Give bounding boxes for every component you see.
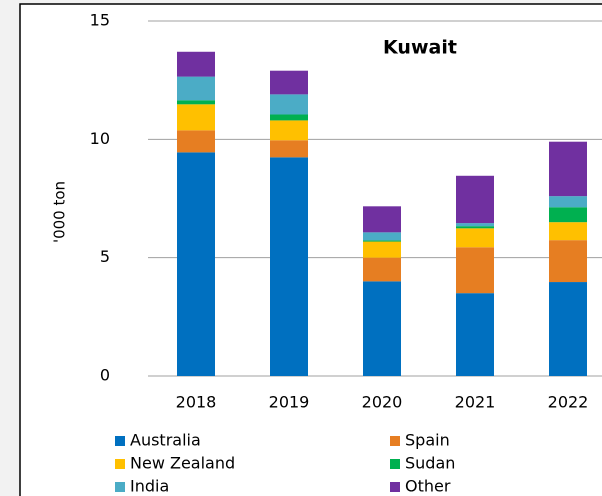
y-axis-label: '000 ton	[51, 181, 69, 243]
bar-segment	[270, 70, 308, 95]
legend-label: Spain	[405, 431, 450, 450]
bar-segment	[363, 257, 401, 282]
bar-segment	[177, 51, 215, 77]
bar-segment	[363, 240, 401, 242]
legend-swatch	[390, 436, 400, 446]
bar-segment	[549, 282, 587, 376]
x-tick-label: 2022	[548, 393, 589, 412]
bar-segment	[177, 104, 215, 131]
y-tick-label: 5	[100, 247, 110, 266]
legend-swatch	[390, 482, 400, 492]
legend-label: New Zealand	[130, 454, 235, 473]
bar-segment	[549, 141, 587, 197]
x-tick-label: 2019	[269, 393, 310, 412]
x-tick-label: 2020	[362, 393, 403, 412]
y-tick-label: 15	[90, 11, 110, 30]
legend-label: Sudan	[405, 454, 455, 473]
x-tick-label: 2018	[176, 393, 217, 412]
legend-label: Australia	[130, 431, 201, 450]
bar-segment	[363, 241, 401, 258]
bar-segment	[270, 94, 308, 115]
bar-segment	[270, 120, 308, 141]
bar-segment	[549, 207, 587, 223]
bar-segment	[549, 240, 587, 283]
bar-segment	[363, 206, 401, 233]
bar-segment	[456, 226, 494, 229]
bar-segment	[270, 140, 308, 158]
bar-segment	[177, 100, 215, 105]
chart-frame	[19, 3, 602, 496]
bar-segment	[363, 232, 401, 241]
y-tick-label: 0	[100, 366, 110, 385]
bar-segment	[456, 228, 494, 248]
bar-segment	[456, 223, 494, 227]
bar-segment	[456, 247, 494, 294]
legend-swatch	[115, 482, 125, 492]
legend-label: Other	[405, 477, 451, 496]
y-tick-label: 10	[90, 129, 110, 148]
bar-segment	[177, 76, 215, 101]
legend-swatch	[115, 436, 125, 446]
bar-segment	[177, 152, 215, 376]
bar-segment	[456, 293, 494, 376]
x-tick-label: 2021	[455, 393, 496, 412]
legend-swatch	[115, 459, 125, 469]
chart-title: Kuwait	[383, 37, 457, 59]
bar-segment	[270, 157, 308, 376]
bar-segment	[549, 222, 587, 241]
bar-segment	[363, 281, 401, 376]
bar-segment	[549, 196, 587, 208]
legend-swatch	[390, 459, 400, 469]
legend-label: India	[130, 477, 169, 496]
bar-segment	[456, 175, 494, 224]
bar-segment	[270, 114, 308, 121]
bar-segment	[177, 130, 215, 153]
